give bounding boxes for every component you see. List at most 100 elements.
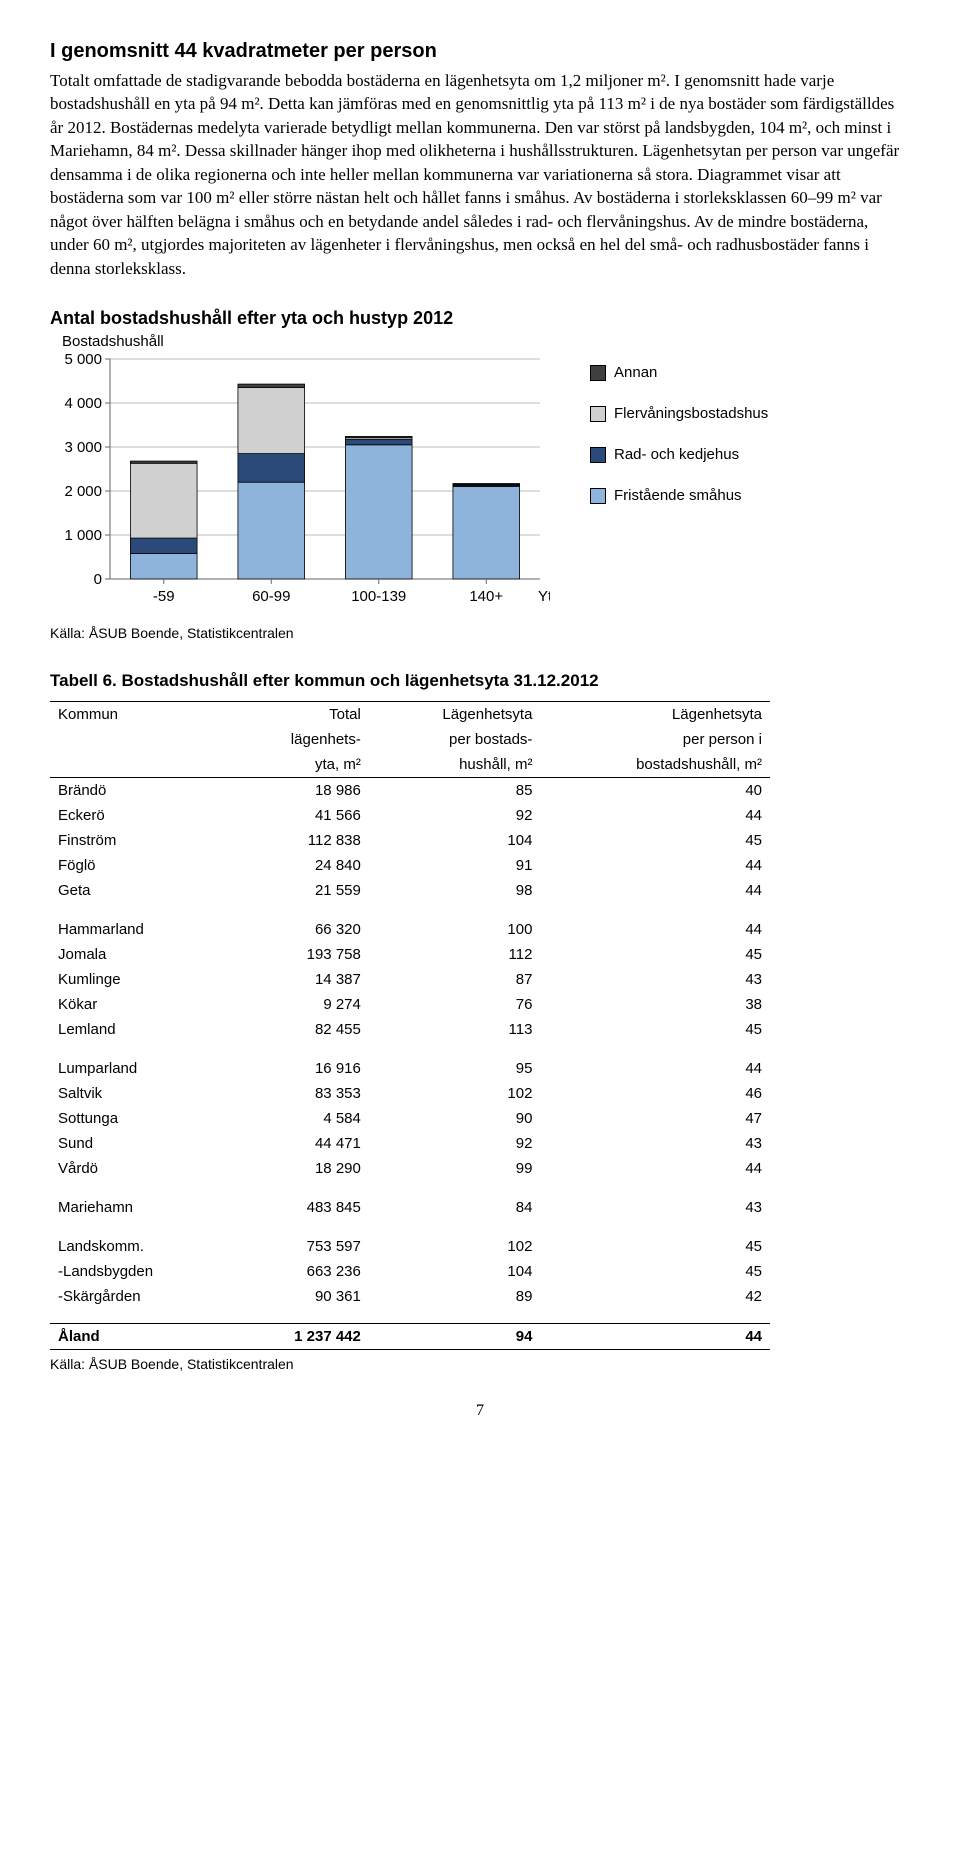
table-cell: 4 584 — [230, 1106, 369, 1131]
table-cell: 41 566 — [230, 803, 369, 828]
table-row: Finström112 83810445 — [50, 828, 770, 853]
table-cell: 44 471 — [230, 1131, 369, 1156]
chart-container: Antal bostadshushåll efter yta och husty… — [50, 308, 910, 641]
svg-text:3 000: 3 000 — [64, 439, 102, 456]
data-table: KommunTotalLägenhetsytaLägenhetsytalägen… — [50, 701, 770, 1350]
table-cell: 45 — [540, 1017, 770, 1042]
table-cell: 24 840 — [230, 853, 369, 878]
table-cell: Saltvik — [50, 1081, 230, 1106]
table-title: Tabell 6. Bostadshushåll efter kommun oc… — [50, 671, 910, 691]
legend-item: Fristående småhus — [590, 487, 768, 504]
table-row: Sottunga4 5849047 — [50, 1106, 770, 1131]
table-row: Sund44 4719243 — [50, 1131, 770, 1156]
legend-swatch — [590, 488, 606, 504]
table-cell: 113 — [369, 1017, 541, 1042]
table-header-cell: yta, m² — [230, 752, 369, 778]
svg-text:2 000: 2 000 — [64, 483, 102, 500]
table-row: Geta21 5599844 — [50, 878, 770, 903]
legend-swatch — [590, 406, 606, 422]
table-cell: 104 — [369, 828, 541, 853]
table-cell: 18 986 — [230, 778, 369, 804]
table-cell: 44 — [540, 917, 770, 942]
table-cell: 46 — [540, 1081, 770, 1106]
table-cell: Kumlinge — [50, 967, 230, 992]
table-cell: 43 — [540, 1195, 770, 1220]
table-cell: 44 — [540, 1323, 770, 1349]
table-header-cell: per person i — [540, 727, 770, 752]
table-cell: -Skärgården — [50, 1284, 230, 1309]
table-row: Vårdö18 2909944 — [50, 1156, 770, 1181]
table-header-cell: Kommun — [50, 702, 230, 728]
table-cell: 21 559 — [230, 878, 369, 903]
table-cell: Jomala — [50, 942, 230, 967]
table-row: Brändö18 9868540 — [50, 778, 770, 804]
legend-item: Flervåningsbostadshus — [590, 405, 768, 422]
table-cell: 483 845 — [230, 1195, 369, 1220]
legend-label: Flervåningsbostadshus — [614, 405, 768, 422]
table-cell: 44 — [540, 1156, 770, 1181]
table-cell: 82 455 — [230, 1017, 369, 1042]
svg-text:5 000: 5 000 — [64, 354, 102, 368]
table-row: Saltvik83 35310246 — [50, 1081, 770, 1106]
table-cell: 14 387 — [230, 967, 369, 992]
legend-label: Rad- och kedjehus — [614, 446, 739, 463]
table-cell: 44 — [540, 803, 770, 828]
table-header-cell — [50, 727, 230, 752]
table-cell: 85 — [369, 778, 541, 804]
table-cell: Brändö — [50, 778, 230, 804]
table-cell: Vårdö — [50, 1156, 230, 1181]
table-cell: 94 — [369, 1323, 541, 1349]
table-cell: Sund — [50, 1131, 230, 1156]
table-cell: 102 — [369, 1234, 541, 1259]
table-cell: 92 — [369, 1131, 541, 1156]
table-cell: 42 — [540, 1284, 770, 1309]
table-header-cell: lägenhets- — [230, 727, 369, 752]
table-row: Lumparland16 9169544 — [50, 1056, 770, 1081]
table-header-cell: Lägenhetsyta — [540, 702, 770, 728]
table-cell: Finström — [50, 828, 230, 853]
section-heading: I genomsnitt 44 kvadratmeter per person — [50, 40, 910, 63]
chart-source: Källa: ÅSUB Boende, Statistikcentralen — [50, 625, 910, 641]
table-cell: 43 — [540, 967, 770, 992]
table-cell: 76 — [369, 992, 541, 1017]
table-cell: 83 353 — [230, 1081, 369, 1106]
table-cell: 18 290 — [230, 1156, 369, 1181]
page-number: 7 — [50, 1402, 910, 1420]
table-total-row: Åland1 237 4429444 — [50, 1323, 770, 1349]
table-cell: 9 274 — [230, 992, 369, 1017]
table-cell: -Landsbygden — [50, 1259, 230, 1284]
section-body: Totalt omfattade de stadigvarande bebodd… — [50, 69, 910, 280]
table-cell: Lumparland — [50, 1056, 230, 1081]
table-cell: 112 838 — [230, 828, 369, 853]
table-row: Lemland82 45511345 — [50, 1017, 770, 1042]
table-cell: 92 — [369, 803, 541, 828]
table-cell: 45 — [540, 1259, 770, 1284]
table-header-cell: per bostads- — [369, 727, 541, 752]
legend-swatch — [590, 365, 606, 381]
table-cell: 44 — [540, 853, 770, 878]
table-cell: 102 — [369, 1081, 541, 1106]
legend-item: Rad- och kedjehus — [590, 446, 768, 463]
legend-label: Fristående småhus — [614, 487, 742, 504]
table-cell: 66 320 — [230, 917, 369, 942]
table-cell: 193 758 — [230, 942, 369, 967]
table-row: Jomala193 75811245 — [50, 942, 770, 967]
chart-title: Antal bostadshushåll efter yta och husty… — [50, 308, 910, 329]
table-cell: 753 597 — [230, 1234, 369, 1259]
table-cell: 104 — [369, 1259, 541, 1284]
legend-swatch — [590, 447, 606, 463]
table-row: Kumlinge14 3878743 — [50, 967, 770, 992]
table-cell: Landskomm. — [50, 1234, 230, 1259]
table-row: -Landsbygden663 23610445 — [50, 1259, 770, 1284]
table-row: Eckerö41 5669244 — [50, 803, 770, 828]
table-cell: 100 — [369, 917, 541, 942]
table-row: Mariehamn483 8458443 — [50, 1195, 770, 1220]
table-row: Hammarland66 32010044 — [50, 917, 770, 942]
svg-text:Yta: Yta — [538, 588, 550, 605]
table-header-cell: bostadshushåll, m² — [540, 752, 770, 778]
svg-text:100-139: 100-139 — [351, 588, 406, 605]
chart-y-axis-title: Bostadshushåll — [62, 333, 910, 350]
legend-label: Annan — [614, 364, 657, 381]
svg-text:140+: 140+ — [469, 588, 503, 605]
table-source: Källa: ÅSUB Boende, Statistikcentralen — [50, 1356, 910, 1372]
